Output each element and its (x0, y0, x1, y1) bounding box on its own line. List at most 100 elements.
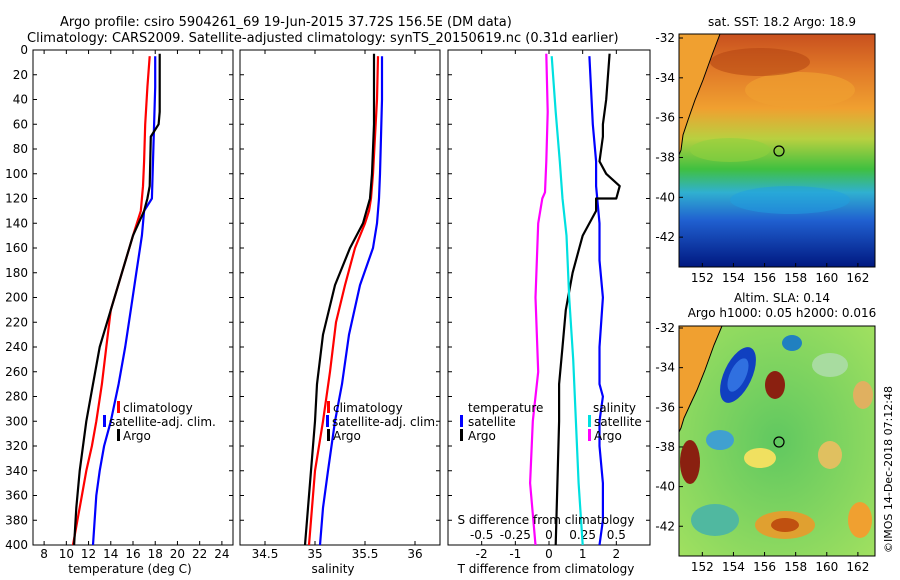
lat-tick-label: -36 (655, 400, 675, 414)
legend-label-climatology: climatology (333, 401, 403, 415)
lon-tick-label: 154 (722, 271, 745, 285)
temperature-x-axis: 8 10 12 14 16 18 20 22 24 (40, 50, 230, 561)
depth-tick-label: 300 (5, 414, 28, 428)
depth-tick-label: 280 (5, 390, 28, 404)
legend-label-argo: Argo (123, 429, 151, 443)
series-s-argo (528, 53, 549, 545)
salinity-panel: 34.5 35 35.5 36 salinity climatology satell… (239, 49, 441, 576)
sla-patch (744, 448, 776, 468)
sla-map-frame (678, 325, 876, 557)
temperature-xlabel: temperature (deg C) (68, 562, 191, 576)
argo-location-marker (773, 436, 785, 448)
x-tick-label: 14 (103, 547, 118, 561)
title-line-1: Argo profile: csiro 5904261_69 19-Jun-20… (60, 15, 512, 30)
lat-tick-label: -38 (655, 440, 675, 454)
lat-tick-label: -34 (655, 71, 675, 85)
sla-eddy (706, 430, 734, 450)
depth-axis: 0 20 40 60 80 100 120 140 160 180 200 220 240 260 280 3… (5, 43, 650, 552)
depth-tick-label: 40 (13, 93, 28, 107)
x-tick-label: 8 (40, 547, 48, 561)
legend-swatch-argo (117, 429, 120, 441)
legend-swatch-t-satellite (460, 415, 463, 427)
sla-patch (691, 504, 739, 536)
sst-patch (690, 138, 770, 162)
sla-eddy (782, 335, 802, 351)
sst-patch (745, 72, 855, 108)
lat-tick-label: -34 (655, 361, 675, 375)
depth-tick-label: 340 (5, 464, 28, 478)
depth-tick-label: 20 (13, 68, 28, 82)
depth-tick-label: 80 (13, 142, 28, 156)
lon-tick-label: 162 (846, 271, 869, 285)
series-t-satellite (588, 56, 605, 545)
difference-frame (447, 49, 651, 546)
sst-lon-axis: 152 154 156 158 160 162 (691, 263, 869, 285)
lon-tick-label: 152 (691, 271, 714, 285)
argo-location-marker (773, 145, 785, 157)
legend-label-satellite: satellite-adj. clim. (332, 415, 439, 429)
temperature-panel: 8 10 12 14 16 18 20 22 24 temperature (deg C) cl… (32, 49, 234, 576)
lon-tick-label: 160 (815, 271, 838, 285)
legend-swatch-t-argo (460, 429, 463, 441)
x-tick-label: 2 (613, 547, 621, 561)
legend-label-satellite: satellite-adj. clim. (109, 415, 216, 429)
x-tick-label: 18 (148, 547, 163, 561)
legend-swatch-climatology (327, 401, 330, 413)
depth-tick-label: 180 (5, 266, 28, 280)
depth-tick-label: 100 (5, 167, 28, 181)
legend-swatch-satellite (326, 415, 329, 427)
sst-map-title: sat. SST: 18.2 Argo: 18.9 (708, 15, 856, 29)
series-t-argo (554, 53, 621, 545)
x-tick-label: -2 (476, 547, 488, 561)
sst-patch (710, 48, 810, 76)
legend-label-s-argo: Argo (594, 429, 622, 443)
title-line-2: Climatology: CARS2009. Satellite-adjuste… (27, 31, 619, 46)
sla-coastline (678, 325, 723, 433)
depth-tick-label: 160 (5, 241, 28, 255)
sla-map-title-1: Altim. SLA: 0.14 (734, 291, 830, 305)
depth-tick-label: 380 (5, 513, 28, 527)
lat-tick-label: -36 (655, 111, 675, 125)
series-climatology (71, 56, 151, 545)
legend-title-salinity: salinity (593, 401, 636, 415)
legend-swatch-argo (327, 429, 330, 441)
sst-patch (730, 186, 850, 214)
lon-tick-label: 162 (846, 560, 869, 574)
depth-tick-label: 360 (5, 489, 28, 503)
sla-eddy (727, 358, 749, 392)
s-tick-label: -0.5 (470, 528, 493, 542)
lat-tick-label: -42 (655, 519, 675, 533)
sst-land (679, 34, 720, 155)
lat-tick-label: -32 (655, 31, 675, 45)
series-s-satellite (550, 56, 584, 545)
s-tick-label: 0 (545, 528, 553, 542)
series-satellite-adj-clim- (318, 56, 384, 545)
lat-tick-label: -40 (655, 480, 675, 494)
depth-tick-label: 400 (5, 538, 28, 552)
depth-tick-label: 120 (5, 192, 28, 206)
lon-tick-label: 158 (784, 560, 807, 574)
depth-tick-label: 60 (13, 117, 28, 131)
depth-tick-label: 140 (5, 216, 28, 230)
lon-tick-label: 160 (815, 560, 838, 574)
sst-coastline (678, 33, 721, 156)
s-tick-label: 0.5 (607, 528, 626, 542)
difference-x-axis: -2 -1 0 1 2 (476, 50, 620, 561)
credit: ©IMOS 14-Dec-2018 07:12:48 (882, 386, 895, 553)
sla-map: Altim. SLA: 0.14 Argo h1000: 0.05 h2000:… (655, 291, 876, 574)
x-tick-label: -1 (509, 547, 521, 561)
sla-lon-axis: 152 154 156 158 160 162 (691, 552, 869, 574)
legend-swatch-climatology (117, 401, 120, 413)
lon-tick-label: 158 (784, 271, 807, 285)
sla-patch (853, 381, 873, 409)
x-tick-label: 10 (59, 547, 74, 561)
x-tick-label: 36 (407, 547, 422, 561)
salinity-x-axis: 34.5 35 35.5 36 (252, 50, 423, 561)
salinity-frame (239, 49, 441, 546)
legend-label-t-argo: Argo (468, 429, 496, 443)
salinity-legend: climatology satellite-adj. clim. Argo (326, 401, 439, 443)
x-tick-label: 20 (170, 547, 185, 561)
depth-tick-label: 220 (5, 315, 28, 329)
x-tick-label: 0 (545, 547, 553, 561)
